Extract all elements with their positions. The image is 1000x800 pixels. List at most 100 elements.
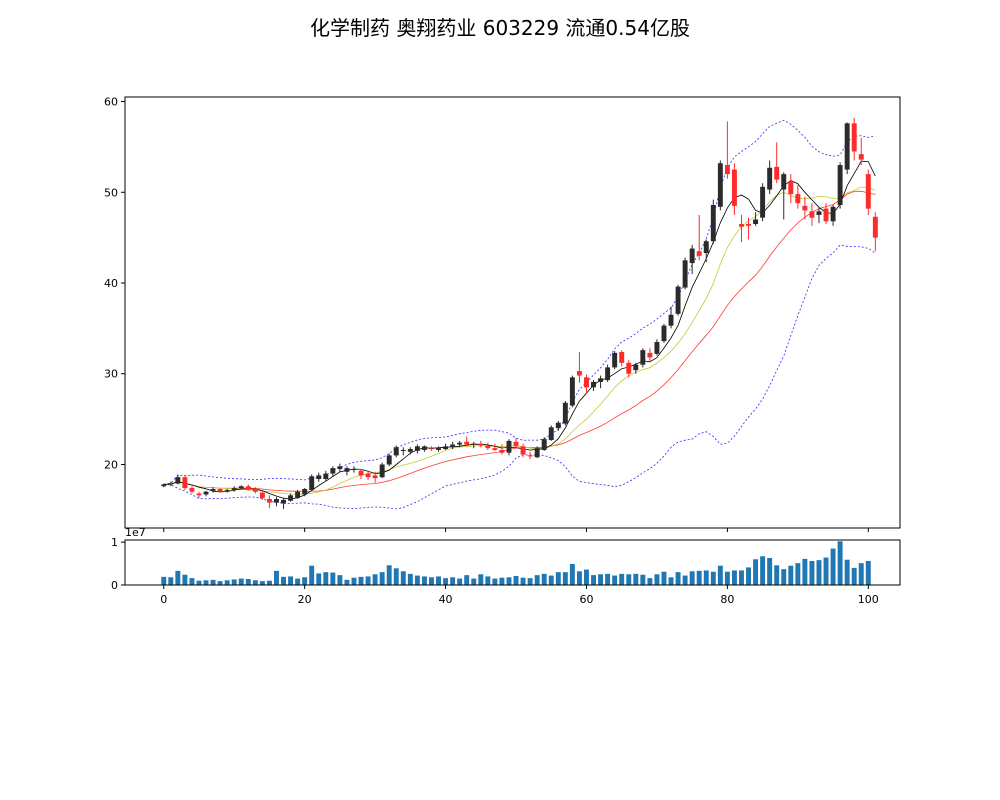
candle-body: [492, 448, 498, 450]
candle: [407, 447, 413, 455]
candle-body: [379, 464, 385, 478]
volume-bar: [527, 578, 533, 585]
candle-body: [584, 377, 589, 388]
candle: [612, 351, 618, 370]
candle: [386, 453, 392, 467]
candle: [485, 442, 491, 450]
candle: [492, 443, 498, 451]
price-tick-label: 30: [104, 368, 118, 381]
candle: [168, 481, 174, 487]
candle: [541, 437, 547, 451]
candle-body: [654, 341, 660, 354]
candle: [429, 446, 434, 451]
candle: [788, 174, 794, 204]
candle-body: [266, 498, 272, 503]
candle-body: [407, 449, 413, 452]
candle-body: [330, 468, 336, 474]
volume-bar: [372, 574, 378, 585]
candle-body: [182, 477, 188, 489]
candle: [330, 466, 336, 477]
candle-body: [703, 241, 709, 254]
candle-body: [281, 499, 286, 504]
candle-body: [274, 498, 279, 503]
candle: [281, 498, 286, 509]
candle: [337, 463, 343, 472]
volume-bar: [654, 574, 660, 585]
x-tick-label: 60: [579, 593, 593, 606]
x-tick-label: 0: [160, 593, 167, 606]
volume-bar: [668, 577, 674, 585]
candles: [161, 117, 878, 509]
volume-bar: [591, 575, 596, 585]
candle: [309, 474, 315, 491]
price-axes-frame: [124, 96, 901, 529]
volume-exponent-label: 1e7: [125, 526, 146, 539]
volume-bar: [605, 573, 611, 585]
volume-bar: [598, 574, 604, 585]
candle: [471, 441, 477, 449]
volume-bar: [302, 577, 308, 585]
candle: [224, 488, 230, 493]
volume-bar: [344, 579, 350, 585]
volume-bar: [351, 577, 357, 585]
candle: [450, 441, 456, 450]
volume-bar: [365, 576, 371, 585]
volume-bar: [809, 561, 815, 585]
candle: [654, 339, 660, 356]
volume-bar: [626, 574, 632, 585]
volume-bar: [774, 565, 780, 585]
candle: [421, 445, 427, 452]
volume-bar: [612, 575, 618, 585]
volume-bar: [210, 579, 216, 585]
volume-bar: [478, 574, 484, 585]
candle-body: [499, 449, 505, 453]
candle: [633, 362, 639, 374]
candle-body: [189, 488, 195, 492]
volume-bar: [175, 570, 181, 585]
candle: [400, 447, 406, 456]
candle-body: [421, 446, 427, 450]
candle: [196, 491, 202, 499]
candle: [626, 360, 632, 378]
volume-bar: [443, 578, 449, 585]
candle: [393, 445, 399, 458]
candle-body: [429, 448, 434, 450]
volume-bar: [689, 571, 695, 585]
candle: [668, 306, 674, 329]
candle-body: [562, 402, 568, 424]
candle-body: [161, 484, 167, 487]
candle: [851, 117, 857, 161]
candle: [865, 169, 871, 215]
candle: [506, 439, 512, 456]
candle-body: [555, 422, 561, 429]
volume-bar: [464, 575, 470, 585]
volume-bar: [569, 564, 575, 585]
candle-body: [767, 167, 773, 190]
candle-body: [541, 439, 547, 450]
volume-bar: [584, 569, 589, 585]
volume-bar: [457, 578, 463, 585]
candle-body: [224, 489, 230, 491]
volume-bar: [217, 581, 223, 585]
x-tick-label: 40: [439, 593, 453, 606]
candle-body: [689, 248, 695, 264]
volume-bar: [400, 571, 406, 585]
volume-bar: [252, 580, 258, 585]
candle-body: [203, 491, 209, 495]
candle: [844, 122, 850, 175]
candle-body: [795, 194, 801, 204]
candle: [562, 400, 568, 426]
volume-bar: [330, 572, 336, 585]
x-tick-label: 100: [858, 593, 879, 606]
candle-body: [844, 123, 850, 170]
candle-body: [837, 165, 843, 205]
candle: [379, 462, 385, 479]
candle: [816, 206, 822, 224]
candle-body: [414, 446, 420, 451]
volume-bar: [675, 572, 681, 585]
volume-bar: [358, 576, 364, 585]
volume-bar: [520, 577, 526, 585]
candle-body: [696, 251, 702, 256]
price-tick-label: 60: [104, 96, 118, 109]
volume-bar: [281, 576, 286, 585]
